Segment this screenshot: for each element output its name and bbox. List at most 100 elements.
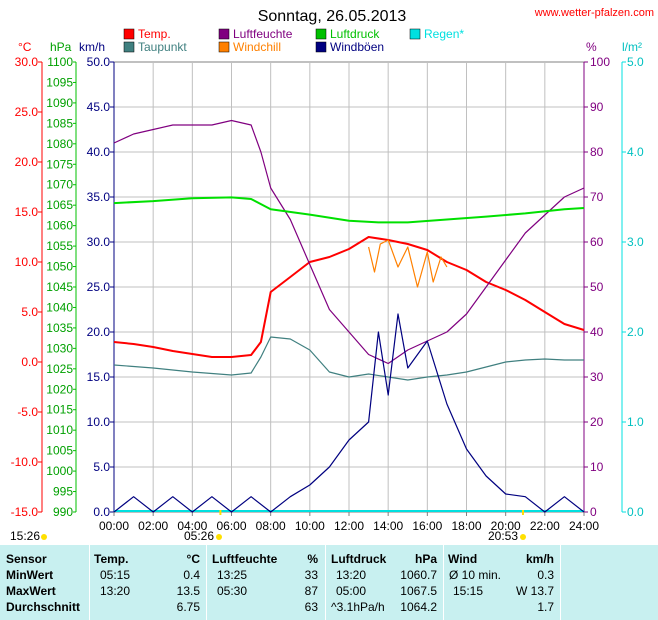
legend: Temp. Luftfeuchte Luftdruck Regen* Taupunkt W… <box>123 27 464 54</box>
pressure-tick-label: 990 <box>53 505 73 519</box>
humidity-tick-label: 30 <box>590 370 604 384</box>
x-tick-label: 08:00 <box>256 519 286 533</box>
humidity-tick-label: 80 <box>590 145 604 159</box>
plot-area <box>113 119 585 513</box>
wind-tick-label: 30.0 <box>87 235 111 249</box>
legend-label: Luftdruck <box>330 27 380 41</box>
stats-cell: 05:15 <box>100 568 131 582</box>
temp-tick-label: 20.0 <box>15 155 39 169</box>
x-tick-label: 16:00 <box>412 519 442 533</box>
pressure-tick-label: 1055 <box>46 239 73 253</box>
wind-tick-label: 5.0 <box>93 460 110 474</box>
wind-tick-label: 0.0 <box>93 505 110 519</box>
humidity-tick-label: 90 <box>590 100 604 114</box>
humidity-tick-label: 40 <box>590 325 604 339</box>
legend-swatch <box>315 41 327 53</box>
wind-tick-label: 20.0 <box>87 325 111 339</box>
rain-tick-label: 2.0 <box>627 325 644 339</box>
pressure-tick-label: 1080 <box>46 137 73 151</box>
stats-header-wind-unit: km/h <box>525 552 554 566</box>
pressure-tick-label: 1085 <box>46 116 73 130</box>
humidity-tick-label: 50 <box>590 280 604 294</box>
humidity-tick-label: 60 <box>590 235 604 249</box>
x-tick-label: 02:00 <box>138 519 168 533</box>
stats-cell: 15:15 <box>453 584 484 598</box>
pressure-tick-label: 1040 <box>46 300 73 314</box>
axis-unit-rain: l/m² <box>622 40 642 54</box>
humidity-tick-label: 70 <box>590 190 604 204</box>
temp-tick-label: -5.0 <box>17 405 38 419</box>
pressure-tick-label: 1060 <box>46 219 73 233</box>
pressure-tick-label: 1090 <box>46 96 73 110</box>
x-tick-label: 00:00 <box>99 519 129 533</box>
stats-cell: 1067.5 <box>400 584 437 598</box>
axis-unit-hpa: hPa <box>50 40 72 54</box>
temp-tick-label: 25.0 <box>15 105 39 119</box>
legend-label: Temp. <box>138 27 171 41</box>
pressure-tick-label: 1000 <box>46 464 73 478</box>
stats-row-label: MinWert <box>6 568 54 582</box>
rain-tick-label: 1.0 <box>627 415 644 429</box>
temp-tick-label: -15.0 <box>11 505 39 519</box>
x-tick-label: 12:00 <box>334 519 364 533</box>
sun-time-label: 20:53 <box>488 529 518 540</box>
stats-header-sensor: Sensor <box>6 552 47 566</box>
sun-markers: 05:26 20:53 15:26 <box>10 510 526 540</box>
wind-tick-label: 15.0 <box>87 370 111 384</box>
wind-tick-label: 50.0 <box>87 55 111 69</box>
stats-header-pressure-unit: hPa <box>414 552 437 566</box>
pressure-tick-label: 1095 <box>46 75 73 89</box>
stats-header-pressure: Luftdruck <box>331 552 387 566</box>
temp-tick-label: 5.0 <box>21 305 38 319</box>
legend-swatch <box>123 28 135 40</box>
x-tick-label: 18:00 <box>451 519 481 533</box>
stats-cell: 0.3 <box>537 568 554 582</box>
wind-tick-label: 35.0 <box>87 190 111 204</box>
stats-cell: Ø 10 min. <box>449 568 502 582</box>
rain-tick-label: 0.0 <box>627 505 644 519</box>
axis-unit-pct: % <box>586 40 597 54</box>
stats-cell: 13:20 <box>100 584 131 598</box>
pressure-tick-label: 1010 <box>46 423 73 437</box>
stats-cell: 63 <box>304 600 318 614</box>
stats-cell: ^3.1hPa/h <box>331 600 385 614</box>
stats-cell: 05:30 <box>217 584 248 598</box>
series-windb-en <box>113 313 585 513</box>
stats-header-humidity: Luftfeuchte <box>212 552 278 566</box>
x-tick-label: 14:00 <box>373 519 403 533</box>
grid <box>113 61 585 513</box>
wind-tick-label: 25.0 <box>87 280 111 294</box>
pressure-tick-label: 1025 <box>46 362 73 376</box>
legend-swatch <box>409 28 421 40</box>
chart-title: Sonntag, 26.05.2013 <box>258 8 407 25</box>
stats-row-label: Durchschnitt <box>6 600 81 614</box>
legend-swatch <box>123 41 135 53</box>
x-tick-label: 24:00 <box>569 519 599 533</box>
stats-header-wind: Wind <box>448 552 478 566</box>
legend-label: Regen* <box>424 27 464 41</box>
stats-cell: 1064.2 <box>400 600 437 614</box>
wind-tick-label: 10.0 <box>87 415 111 429</box>
x-tick-label: 06:00 <box>216 519 246 533</box>
humidity-tick-label: 10 <box>590 460 604 474</box>
statistics-table: Sensor Temp. °C Luftfeuchte % Luftdruck … <box>0 545 658 620</box>
stats-cell: 13:20 <box>336 568 367 582</box>
stats-cell: 33 <box>304 568 318 582</box>
x-tick-label: 10:00 <box>295 519 325 533</box>
axes: 30.0 25.0 20.0 15.0 10.0 5.0 0.0 -5.0 -10.0 -15.0… <box>11 55 644 533</box>
temp-tick-label: 30.0 <box>15 55 39 69</box>
sunrise-icon <box>216 534 222 540</box>
temp-tick-label: 10.0 <box>15 255 39 269</box>
stats-header-humidity-unit: % <box>307 552 318 566</box>
legend-swatch <box>315 28 327 40</box>
stats-cell: 0.4 <box>183 568 200 582</box>
stats-cell: 87 <box>304 584 318 598</box>
series-luftfeuchte <box>113 119 585 365</box>
temp-tick-label: 0.0 <box>21 355 38 369</box>
sun-time-label: 15:26 <box>10 529 40 540</box>
rain-tick-label: 5.0 <box>627 55 644 69</box>
stats-cell: 1.7 <box>537 600 554 614</box>
axis-unit-temp: °C <box>18 40 32 54</box>
legend-swatch <box>218 28 230 40</box>
pressure-tick-label: 1015 <box>46 403 73 417</box>
